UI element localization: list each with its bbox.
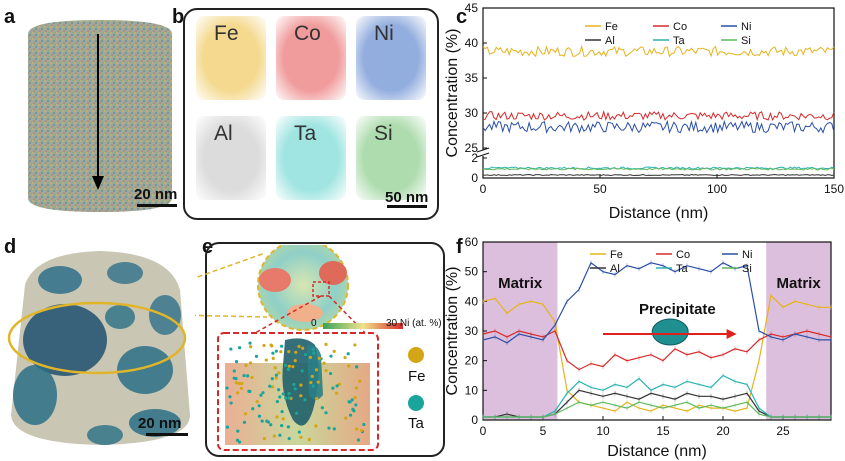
chart-f-series-fe bbox=[482, 294, 831, 412]
panel-label-c: c bbox=[456, 6, 468, 28]
element-label-fe: Fe bbox=[214, 22, 239, 45]
chart-f-xtick-label: 15 bbox=[656, 424, 670, 438]
chart-c-ytick-label: 25 bbox=[465, 141, 479, 155]
chart-f-legend-label-fe: Fe bbox=[610, 249, 623, 261]
chart-c-xtick-label: 0 bbox=[480, 182, 487, 196]
chart-c-ytick-label: 35 bbox=[465, 71, 479, 85]
chart-c-legend-label-ta: Ta bbox=[673, 35, 686, 47]
element-map-ni bbox=[356, 16, 426, 100]
chart-f-series-si bbox=[483, 401, 831, 418]
panel-label-d: d bbox=[4, 236, 17, 258]
chart-c-xlabel: Distance (nm) bbox=[609, 205, 709, 222]
chart-f-ytick-label: 40 bbox=[465, 294, 479, 308]
chart-f-ytick-label: 0 bbox=[471, 413, 478, 427]
chart-c-break-line bbox=[476, 152, 490, 158]
element-map-co bbox=[276, 16, 346, 100]
chart-c-xtick-label: 100 bbox=[707, 182, 727, 196]
element-map-si bbox=[356, 116, 426, 200]
chart-f-precipitate-label: Precipitate bbox=[639, 301, 716, 318]
element-map-al bbox=[196, 116, 266, 200]
reconstruction-cylinder-a bbox=[28, 20, 172, 212]
chart-f-precipitate-icon bbox=[651, 318, 689, 346]
chart-c-legend-label-ni: Ni bbox=[741, 21, 751, 33]
chart-c: 25 30 35 40 45 0 2 0 50 100 150 Distance (nm) Concen… bbox=[444, 1, 844, 222]
chart-c-legend-label-al: Al bbox=[605, 35, 615, 47]
chart-f-ytick-label: 60 bbox=[465, 235, 479, 249]
chart-f-ytick-label: 10 bbox=[465, 383, 479, 397]
chart-c-ytick-label: 40 bbox=[465, 36, 479, 50]
element-map-fe bbox=[196, 16, 266, 100]
scale-label-d: 20 nm bbox=[138, 415, 182, 432]
legend-ta-label: Ta bbox=[408, 415, 424, 432]
chart-c-axis-break bbox=[477, 150, 489, 156]
chart-c-ytick-label: 45 bbox=[465, 1, 479, 15]
chart-c-series-ni bbox=[482, 119, 835, 135]
chart-c-break-line bbox=[476, 147, 490, 153]
chart-f-series-ni bbox=[482, 261, 831, 344]
precipitate-reconstruction-d bbox=[7, 251, 190, 445]
chart-c-axes-frame bbox=[482, 7, 835, 179]
element-label-ni: Ni bbox=[374, 22, 394, 45]
element-label-co: Co bbox=[294, 22, 321, 45]
chart-f-matrix-left-label: Matrix bbox=[498, 275, 543, 292]
chart-f-matrix-right-label: Matrix bbox=[777, 275, 822, 292]
colorbar-max: 30 Ni (at. %) bbox=[386, 318, 442, 329]
chart-c-legend-label-si: Si bbox=[741, 35, 751, 47]
chart-c-ytick-label: 30 bbox=[465, 106, 479, 120]
chart-f-series-co bbox=[482, 330, 832, 371]
panel-label-f: f bbox=[456, 236, 463, 258]
colorbar-min: 0 bbox=[311, 318, 317, 329]
chart-f-legend-label-ta: Ta bbox=[676, 263, 689, 275]
chart-f: Matrix Matrix 0 10 20 30 40 50 60 0 5 10 15 20 25 Dista… bbox=[444, 235, 832, 460]
chart-c-xtick-label: 50 bbox=[593, 182, 607, 196]
panel-e-frame bbox=[205, 242, 445, 457]
chart-c-xtick-label: 150 bbox=[824, 182, 844, 196]
scale-label-a: 20 nm bbox=[134, 186, 178, 203]
chart-f-legend-label-al: Al bbox=[610, 263, 620, 275]
chart-f-legend-label-co: Co bbox=[676, 249, 690, 261]
chart-f-ytick-label: 20 bbox=[465, 354, 479, 368]
chart-f-xtick-label: 10 bbox=[596, 424, 610, 438]
scale-bar-a bbox=[137, 204, 177, 207]
chart-c-legend-label-co: Co bbox=[673, 21, 687, 33]
element-map-ta bbox=[276, 116, 346, 200]
chart-f-ylabel: Concentration (%) bbox=[444, 267, 461, 396]
panel-label-b: b bbox=[172, 6, 185, 28]
chart-c-series-co bbox=[482, 110, 835, 122]
chart-c-series-al bbox=[482, 173, 835, 177]
chart-f-matrix-region bbox=[766, 242, 831, 420]
chart-f-xtick-label: 5 bbox=[540, 424, 547, 438]
chart-f-legend-label-ni: Ni bbox=[742, 249, 752, 261]
scale-label-b: 50 nm bbox=[385, 189, 429, 206]
legend-fe-label: Fe bbox=[408, 368, 426, 385]
element-map-frame bbox=[183, 8, 439, 220]
chart-f-direction-arrowhead bbox=[726, 329, 737, 339]
panel-label-a: a bbox=[4, 6, 16, 28]
chart-c-series-si bbox=[482, 167, 835, 171]
precipitate-detail-e bbox=[195, 245, 424, 451]
chart-f-xtick-label: 20 bbox=[716, 424, 730, 438]
chart-c-ylabel: Concentration (%) bbox=[444, 29, 461, 158]
element-label-ta: Ta bbox=[294, 122, 317, 145]
chart-f-xlabel: Distance (nm) bbox=[607, 443, 707, 460]
chart-c-ytick-label: 0 bbox=[471, 171, 478, 185]
chart-f-legend-label-si: Si bbox=[742, 263, 752, 275]
chart-f-ytick-label: 50 bbox=[465, 265, 479, 279]
scale-bar-b bbox=[387, 205, 427, 208]
element-label-al: Al bbox=[214, 122, 233, 145]
chart-c-ytick-label: 2 bbox=[471, 151, 478, 165]
chart-f-xtick-label: 0 bbox=[480, 424, 487, 438]
chart-f-ytick-label: 30 bbox=[465, 324, 479, 338]
chart-c-series-fe bbox=[482, 44, 835, 58]
chart-c-legend-label-fe: Fe bbox=[605, 21, 618, 33]
scale-bar-d bbox=[146, 433, 188, 436]
element-label-si: Si bbox=[374, 122, 393, 145]
chart-f-xtick-label: 25 bbox=[776, 424, 790, 438]
